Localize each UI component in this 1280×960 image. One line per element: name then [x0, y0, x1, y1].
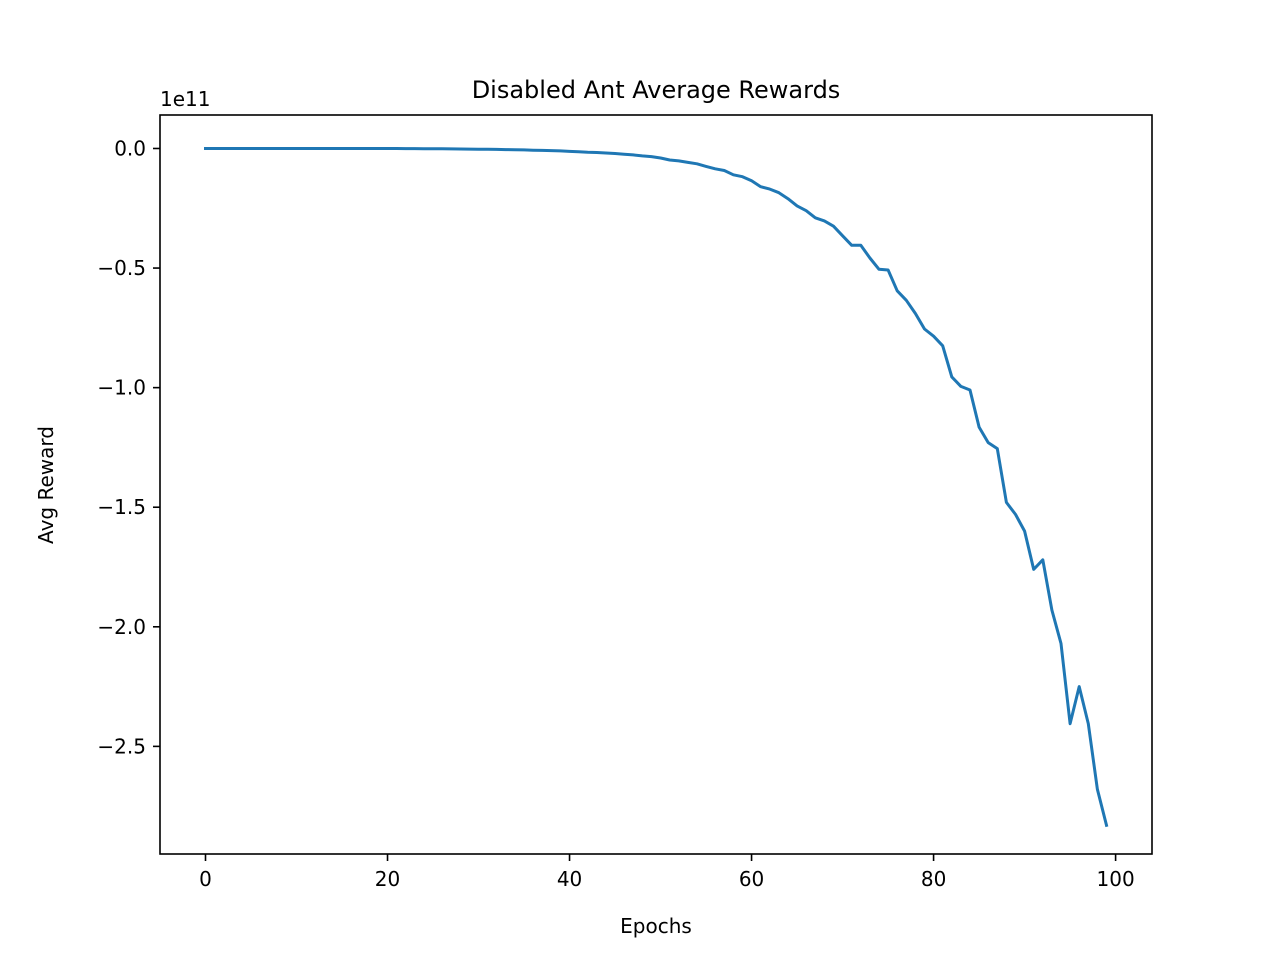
y-axis-label: Avg Reward	[34, 426, 58, 544]
x-axis-label: Epochs	[620, 914, 692, 938]
x-tick-label: 0	[199, 867, 212, 891]
x-tick-label: 20	[375, 867, 400, 891]
x-tick-label: 80	[921, 867, 946, 891]
x-tick-label: 60	[739, 867, 764, 891]
x-tick-label: 100	[1097, 867, 1135, 891]
x-axis: 0 20 40 60 80 100	[199, 854, 1135, 891]
plot-frame	[159, 114, 1153, 855]
y-tick-label: −0.5	[97, 256, 146, 280]
series-line	[204, 147, 1109, 828]
x-tick-label: 40	[557, 867, 582, 891]
y-tick-label: −2.5	[97, 734, 146, 758]
chart-title: Disabled Ant Average Rewards	[472, 76, 841, 104]
y-tick-label: −2.0	[97, 615, 146, 639]
y-offset-text: 1e11	[160, 87, 210, 111]
y-tick-label: −1.0	[97, 376, 146, 400]
y-axis: 0.0 −0.5 −1.0 −1.5 −2.0 −2.5	[97, 136, 160, 758]
y-tick-label: −1.5	[97, 495, 146, 519]
y-tick-label: 0.0	[114, 136, 146, 160]
